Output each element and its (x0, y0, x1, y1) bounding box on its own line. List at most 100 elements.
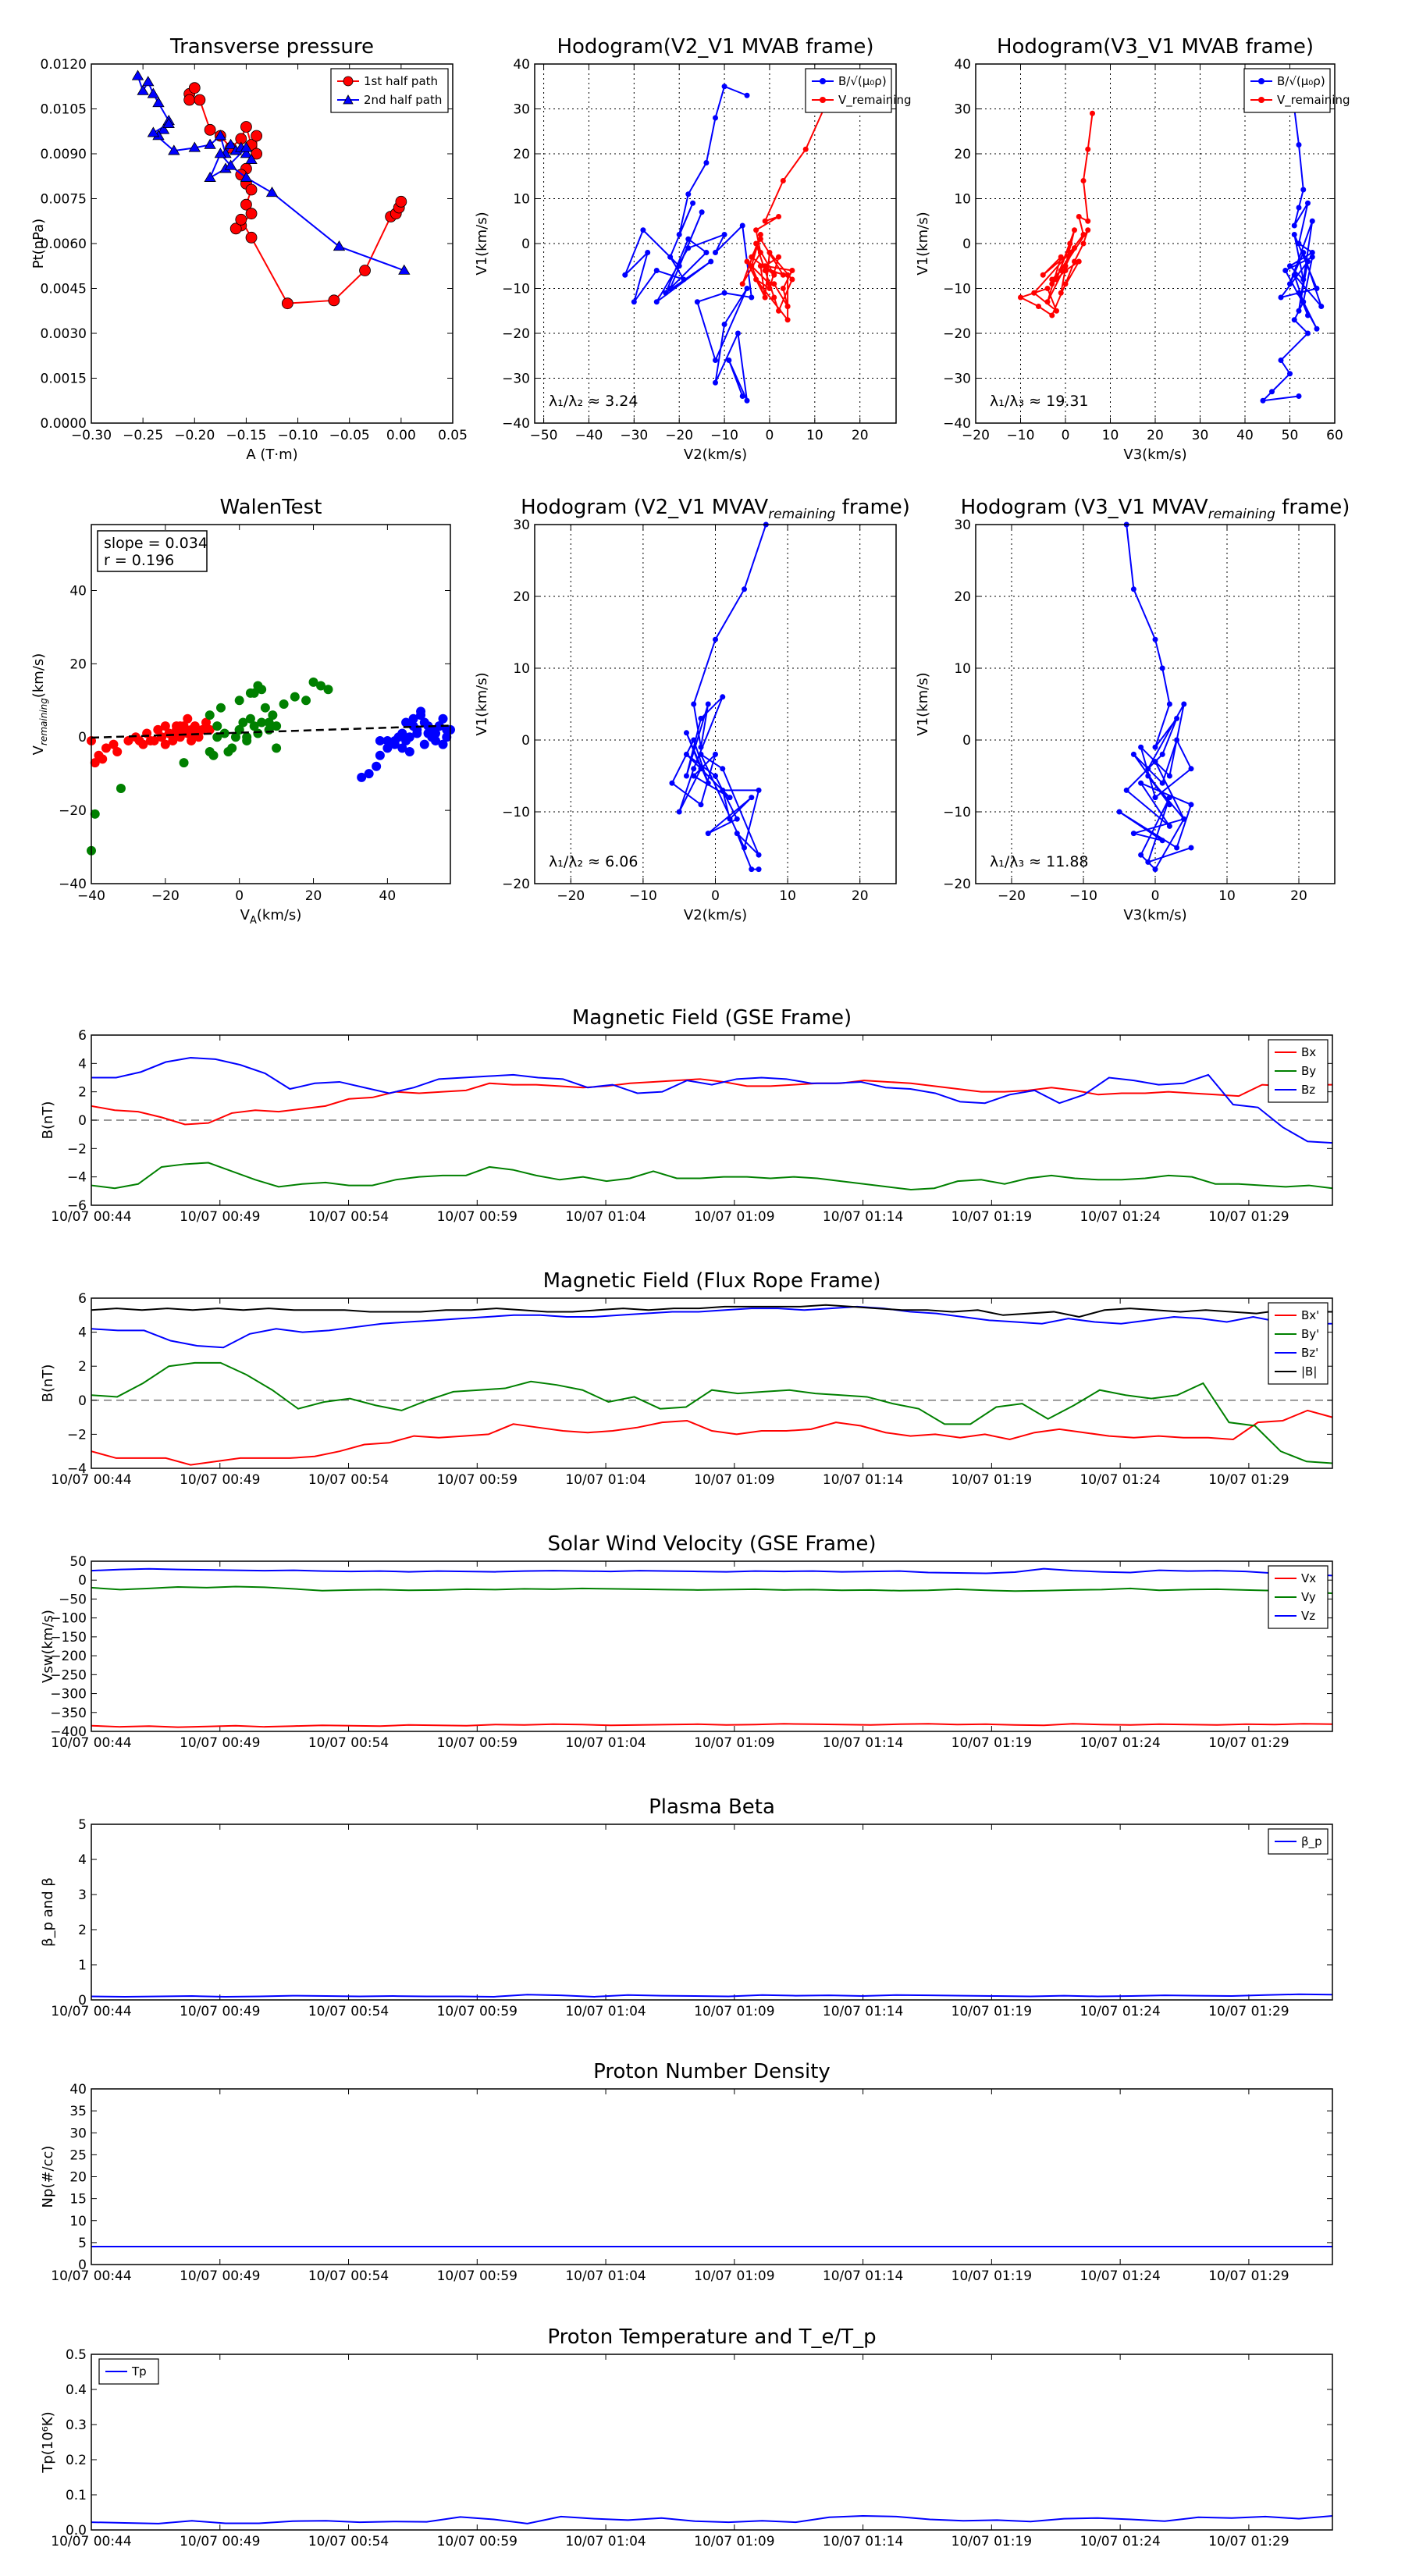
series-B/√(μ₀ρ) (622, 84, 755, 404)
x-tick-label: 10/07 01:14 (823, 2004, 903, 2019)
data-point (279, 699, 289, 709)
data-point (1309, 254, 1315, 260)
data-point (1076, 214, 1082, 219)
data-point (1130, 586, 1136, 592)
data-point (245, 183, 258, 196)
data-point (149, 735, 159, 745)
data-point (290, 692, 300, 702)
data-point (720, 766, 726, 772)
y-tick-label: −350 (50, 1706, 87, 1721)
y-tick-label: −10 (502, 805, 530, 820)
x-tick-label: 10/07 01:04 (565, 2268, 646, 2284)
legend-marker (343, 94, 354, 105)
y-tick-label: −2 (67, 1141, 87, 1157)
data-point (230, 732, 240, 742)
data-point (762, 218, 768, 224)
x-tick-label: 10 (1218, 888, 1236, 904)
data-point (749, 294, 755, 301)
plot-frame (91, 1034, 1333, 1206)
legend-box (1268, 1302, 1329, 1385)
data-point (1062, 268, 1069, 273)
data-point (245, 208, 258, 220)
data-point (1072, 245, 1077, 251)
data-point (1116, 809, 1122, 815)
data-point (272, 743, 282, 753)
data-point (713, 379, 718, 386)
y-tick-label: 0.0090 (41, 147, 87, 162)
x-tick-label: 10/07 01:19 (951, 2534, 1032, 2549)
x-tick-label: −10 (1069, 888, 1097, 904)
data-point (757, 236, 763, 242)
data-point (1188, 802, 1194, 808)
series-line (1018, 113, 1094, 317)
data-point (1090, 110, 1095, 116)
panel-title: Magnetic Field (GSE Frame) (572, 1006, 852, 1030)
data-point (434, 721, 444, 731)
x-tick-label: −0.15 (226, 428, 266, 443)
x-tick-label: 20 (852, 888, 869, 904)
data-point (762, 263, 768, 269)
data-point (1296, 142, 1302, 148)
x-tick-label: 10/07 00:44 (51, 2534, 131, 2549)
data-point (112, 747, 123, 757)
ratio-annotation: λ₁/λ₃ ≈ 19.31 (990, 393, 1089, 410)
data-point (1300, 299, 1307, 305)
data-point (357, 772, 367, 782)
data-point (739, 393, 745, 399)
x-tick-label: 10/07 00:59 (437, 2534, 518, 2549)
data-point (265, 187, 279, 197)
data-point (762, 268, 768, 273)
legend-label: V_remaining (838, 93, 912, 108)
y-tick-label: −20 (943, 877, 971, 892)
data-point (721, 322, 727, 327)
data-point (705, 831, 711, 837)
x-tick-label: 10/07 01:19 (951, 1735, 1032, 1751)
data-point (1152, 866, 1158, 873)
data-point (663, 290, 669, 296)
data-point (1138, 852, 1144, 858)
data-point (1159, 751, 1165, 757)
data-point (1058, 254, 1064, 260)
y-axis-label: Pt(nPa) (30, 219, 47, 269)
data-point (1181, 816, 1187, 822)
data-point (251, 148, 263, 160)
data-point (713, 636, 718, 642)
x-tick-label: 40 (1236, 428, 1254, 443)
data-point (240, 198, 252, 211)
title-subscript: remaining (768, 507, 835, 522)
panel-title: Transverse pressure (169, 35, 374, 59)
y-tick-label: 6 (78, 1028, 87, 1044)
data-point (442, 724, 452, 735)
panel-title: Magnetic Field (Flux Rope Frame) (543, 1269, 881, 1293)
data-point (438, 713, 448, 724)
y-tick-label: 4 (78, 1325, 87, 1341)
x-tick-label: 10/07 01:14 (823, 1735, 903, 1751)
x-tick-label: 10/07 01:19 (951, 2004, 1032, 2019)
data-point (238, 717, 248, 728)
y-tick-label: 5 (78, 1817, 87, 1833)
data-point (1260, 397, 1266, 404)
data-point (108, 739, 119, 749)
data-point (389, 735, 400, 745)
data-point (116, 783, 126, 793)
legend-marker (343, 76, 354, 87)
data-point (98, 754, 108, 764)
y-tick-label: −10 (943, 805, 971, 820)
series-line (91, 1409, 1333, 1466)
data-point (726, 358, 732, 363)
data-point (416, 706, 426, 717)
x-tick-label: 10/07 00:54 (308, 1209, 389, 1225)
series-Vz (91, 1567, 1333, 1577)
data-point (1305, 330, 1311, 336)
data-point (1049, 281, 1055, 287)
data-point (1300, 250, 1307, 255)
x-tick-label: 10/07 01:29 (1208, 2004, 1289, 2019)
data-point (753, 276, 759, 283)
legend-marker (820, 78, 826, 84)
label-part: (km/s) (257, 907, 301, 923)
plot-frame (534, 524, 897, 884)
data-point (90, 758, 100, 768)
data-point (1085, 218, 1091, 224)
data-point (1314, 286, 1320, 291)
data-point (713, 250, 718, 255)
